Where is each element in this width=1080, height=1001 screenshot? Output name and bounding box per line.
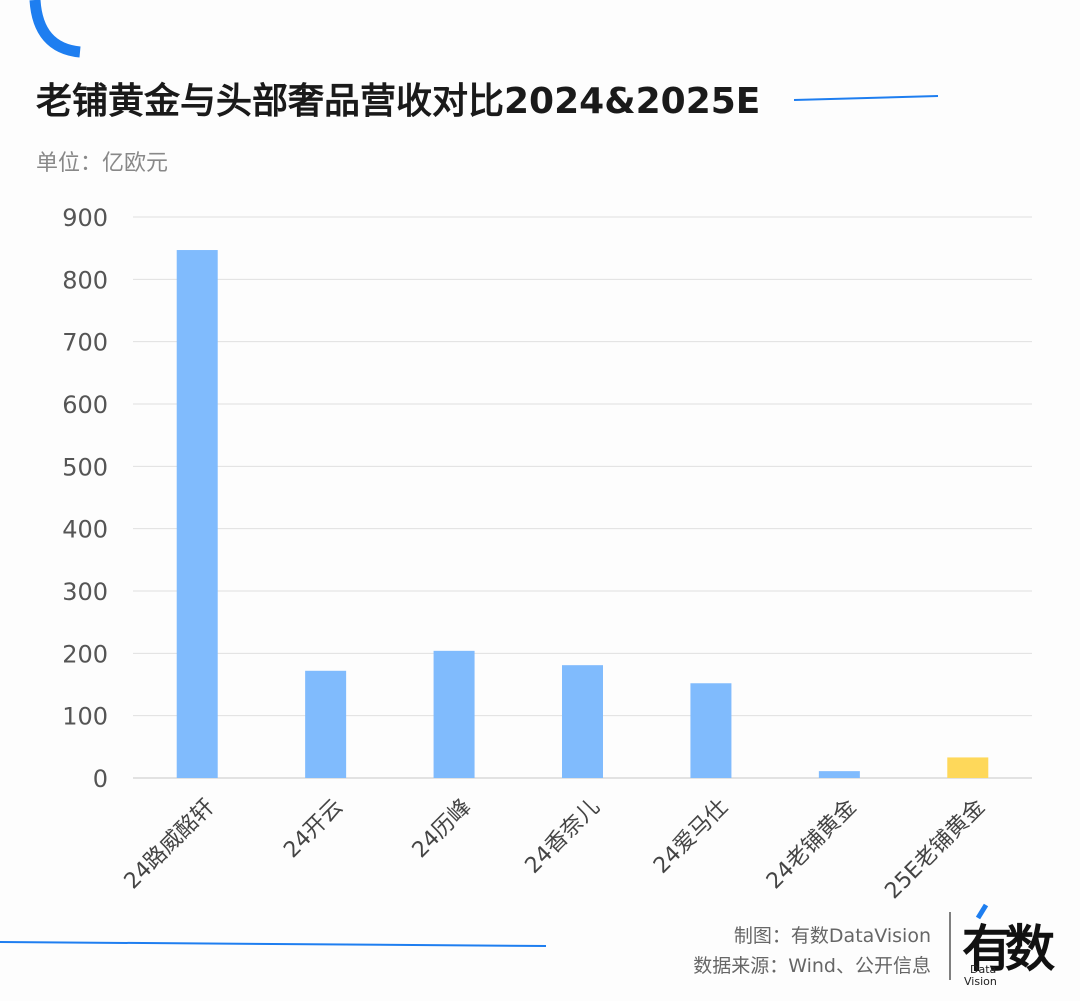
y-tick-label: 100: [62, 703, 108, 731]
title-accent-line: [793, 95, 939, 101]
chart-title: 老铺黄金与头部奢品营收对比2024&2025E: [36, 80, 760, 122]
source-text: 数据来源：Wind、公开信息: [693, 955, 931, 977]
x-axis-ticks: 24路威酩轩 24开云 24历峰 24香奈儿 24爱马仕 24老铺黄金 25E老铺黄金: [120, 795, 990, 905]
bar: [818, 771, 860, 778]
y-tick-label: 300: [62, 578, 108, 606]
x-tick-label: 24香奈儿: [521, 795, 605, 879]
bar: [690, 683, 732, 778]
bar: [176, 250, 218, 778]
bars: [176, 250, 989, 778]
datavision-logo: 有 数 Data Vision: [962, 903, 1055, 988]
y-tick-label: 200: [62, 640, 108, 668]
x-tick-label: 24老铺黄金: [762, 795, 862, 895]
x-tick-label: 24开云: [279, 795, 348, 864]
y-tick-label: 800: [62, 266, 108, 294]
logo-word-vision: Vision: [964, 975, 997, 988]
x-tick-label: 24路威酩轩: [120, 795, 220, 895]
bar: [562, 665, 603, 778]
logo-word-data: Data: [970, 963, 996, 976]
bar: [305, 670, 347, 778]
unit-label: 单位：亿欧元: [36, 151, 168, 176]
footer-accent-line: [0, 941, 547, 947]
y-tick-label: 0: [93, 765, 108, 793]
grid-lines: [133, 216, 1032, 779]
corner-arc-decoration: [29, 0, 81, 58]
credit-text: 制图：有数DataVision: [734, 925, 931, 947]
logo-accent-stroke: [975, 903, 989, 920]
logo-char-shu: 数: [1005, 920, 1055, 978]
bar: [947, 757, 989, 778]
x-tick-label: 25E老铺黄金: [880, 795, 990, 905]
x-tick-label: 24历峰: [408, 795, 477, 864]
y-tick-label: 400: [62, 516, 108, 544]
x-tick-label: 24爱马仕: [649, 795, 733, 879]
bar: [433, 650, 475, 778]
y-tick-label: 700: [62, 329, 108, 357]
y-tick-label: 900: [62, 204, 108, 232]
y-axis-ticks: 0 100 200 300 400 500 600 700 800 900: [62, 204, 108, 793]
logo-char-you: 有: [962, 920, 1012, 978]
y-tick-label: 600: [62, 391, 108, 419]
y-tick-label: 500: [62, 453, 108, 481]
